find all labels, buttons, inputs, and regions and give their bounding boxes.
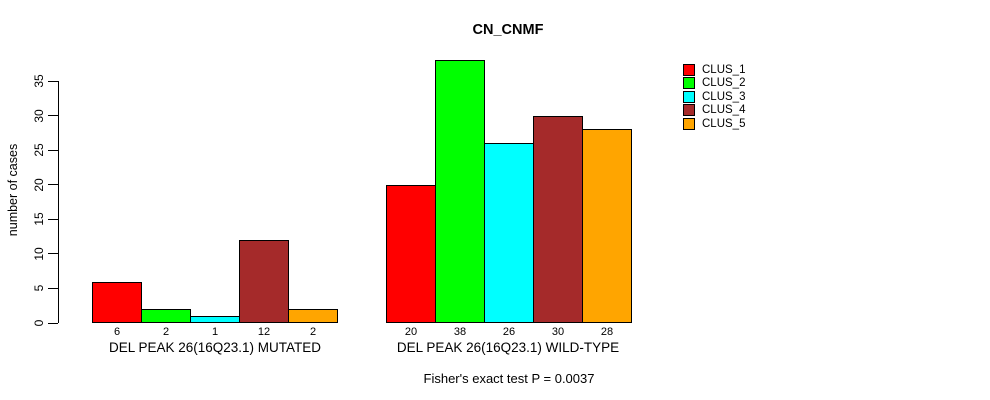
- bar-clus_2-group2: [435, 60, 485, 323]
- fisher-test-annotation: Fisher's exact test P = 0.0037: [423, 371, 595, 386]
- bar-clus_1-group2: [386, 184, 436, 323]
- bar-value-label: 20: [404, 326, 418, 338]
- bar-clus_1-group1: [92, 281, 142, 323]
- bar-clus_4-group1: [239, 240, 289, 323]
- y-tick-label: 25: [32, 143, 46, 157]
- legend-label: CLUS_2: [702, 77, 746, 90]
- legend-swatch-icon: [683, 90, 695, 103]
- y-tick-label: 35: [32, 74, 46, 88]
- legend-swatch-icon: [683, 117, 695, 130]
- bar-value-label: 2: [309, 326, 317, 338]
- bar-value-label: 2: [162, 326, 170, 338]
- bar-clus_2-group1: [141, 309, 191, 323]
- y-tick-label: 10: [32, 247, 46, 261]
- legend-swatch-icon: [683, 104, 695, 117]
- y-tick-mark: [48, 80, 58, 82]
- y-tick-mark: [48, 115, 58, 117]
- bar-value-label: 38: [453, 326, 467, 338]
- legend-label: CLUS_3: [702, 90, 746, 103]
- bar-clus_3-group1: [190, 316, 240, 323]
- y-tick-label: 5: [32, 285, 46, 292]
- bar-clus_4-group2: [533, 115, 583, 323]
- bar-clus_3-group2: [484, 143, 534, 323]
- legend-label: CLUS_5: [702, 117, 746, 130]
- bar-value-label: 30: [551, 326, 565, 338]
- bar-clus_5-group2: [582, 129, 632, 323]
- legend-item-clus_5: CLUS_5: [683, 117, 746, 130]
- y-tick-label: 30: [32, 108, 46, 123]
- y-tick-mark: [48, 218, 58, 220]
- legend-item-clus_3: CLUS_3: [683, 90, 746, 103]
- y-tick-label: 20: [32, 178, 46, 192]
- legend-label: CLUS_4: [702, 104, 746, 117]
- legend-swatch-icon: [683, 77, 695, 90]
- legend-item-clus_2: CLUS_2: [683, 77, 746, 90]
- bar-value-label: 12: [257, 326, 271, 338]
- y-tick-mark: [48, 322, 58, 324]
- y-tick-label: 15: [32, 212, 46, 226]
- y-tick-mark: [48, 149, 58, 151]
- legend-item-clus_1: CLUS_1: [683, 64, 745, 76]
- y-axis-line: [58, 81, 59, 323]
- legend: CLUS_1 CLUS_2 CLUS_3 CLUS_4 CLUS_5: [683, 64, 745, 131]
- x-group-label-wild-type: DEL PEAK 26(16Q23.1) WILD-TYPE: [396, 340, 620, 355]
- y-tick-mark: [48, 253, 58, 255]
- bar-clus_5-group1: [288, 309, 338, 323]
- legend-label: CLUS_1: [702, 64, 746, 76]
- bar-value-label: 26: [502, 326, 516, 338]
- bar-value-label: 6: [113, 326, 121, 338]
- bar-value-label: 1: [211, 326, 219, 338]
- chart-title: CN_CNMF: [472, 22, 544, 38]
- y-axis-title: number of cases: [6, 143, 20, 237]
- y-tick-label: 0: [32, 319, 46, 327]
- bar-value-label: 28: [600, 326, 614, 338]
- y-tick-mark: [48, 287, 58, 289]
- legend-swatch-icon: [683, 64, 695, 76]
- x-group-label-mutated: DEL PEAK 26(16Q23.1) MUTATED: [108, 340, 322, 355]
- y-tick-mark: [48, 184, 58, 186]
- legend-item-clus_4: CLUS_4: [683, 104, 746, 117]
